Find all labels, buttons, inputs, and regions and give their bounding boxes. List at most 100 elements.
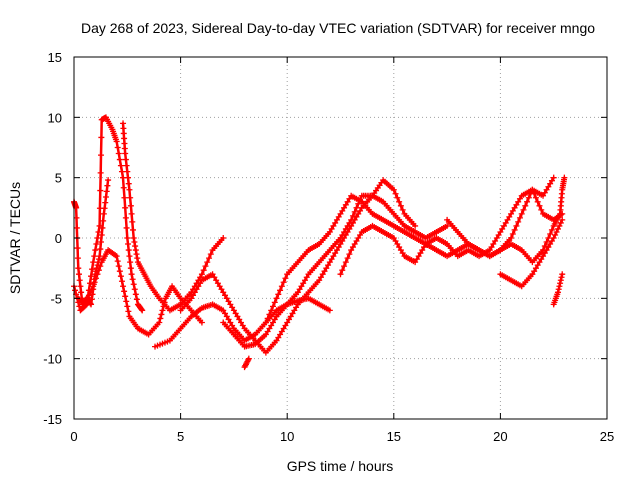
data-point-marker	[122, 150, 129, 157]
data-point-marker	[85, 292, 92, 299]
data-point-marker	[236, 316, 243, 323]
y-tick-label: -10	[43, 352, 62, 367]
data-point-marker	[508, 235, 515, 241]
data-point-marker	[273, 337, 280, 344]
data-point-marker	[325, 262, 332, 269]
data-point-marker	[114, 258, 121, 265]
x-tick-label: 5	[177, 429, 184, 444]
data-point-marker	[277, 331, 284, 338]
data-point-marker	[357, 207, 364, 214]
data-point-marker	[127, 259, 134, 266]
data-point-marker	[75, 271, 82, 278]
data-point-marker	[104, 182, 111, 189]
y-tick-label: -15	[43, 412, 62, 427]
data-point-marker	[128, 271, 135, 278]
data-point-marker	[328, 225, 335, 232]
data-point-marker	[287, 313, 294, 320]
data-point-marker	[120, 130, 127, 137]
series-satellite-pass-4	[120, 120, 227, 314]
data-point-marker	[497, 228, 504, 235]
data-point-marker	[131, 239, 138, 246]
data-point-marker	[222, 310, 229, 317]
data-point-marker	[124, 303, 131, 310]
data-point-marker	[122, 214, 129, 221]
data-point-marker	[97, 246, 104, 253]
data-point-marker	[94, 235, 101, 241]
data-point-marker	[133, 251, 140, 258]
data-point-marker	[392, 238, 399, 245]
data-point-marker	[202, 263, 209, 270]
x-tick-label: 15	[387, 429, 401, 444]
data-point-marker	[207, 251, 214, 258]
data-point-marker	[125, 308, 132, 315]
series-satellite-pass-8	[241, 355, 252, 371]
data-point-marker	[280, 325, 287, 332]
data-point-marker	[114, 144, 121, 151]
data-point-marker	[326, 307, 333, 314]
data-point-marker	[339, 238, 346, 245]
data-point-marker	[130, 235, 137, 241]
data-point-marker	[132, 247, 139, 254]
data-point-marker	[417, 250, 424, 257]
data-point-marker	[96, 253, 103, 260]
data-point-marker	[223, 295, 230, 302]
data-point-marker	[548, 238, 555, 245]
y-axis-label: SDTVAR / TECUs	[7, 182, 23, 294]
grid	[74, 57, 607, 419]
data-point-marker	[100, 210, 107, 217]
data-point-marker	[278, 283, 285, 290]
data-point-marker	[316, 277, 323, 284]
data-point-marker	[95, 256, 102, 263]
data-point-marker	[269, 303, 276, 310]
data-point-marker	[125, 180, 132, 187]
data-point-marker	[344, 255, 351, 262]
data-point-marker	[516, 195, 523, 202]
data-point-marker	[72, 287, 79, 294]
data-point-marker	[509, 230, 516, 237]
data-point-marker	[273, 295, 280, 302]
data-point-marker	[346, 219, 353, 226]
data-point-marker	[116, 268, 123, 275]
data-point-marker	[198, 319, 205, 326]
data-point-marker	[511, 226, 518, 233]
data-point-marker	[239, 322, 246, 329]
data-point-marker	[555, 286, 562, 293]
data-point-marker	[520, 206, 527, 213]
data-point-marker	[211, 274, 218, 281]
data-point-marker	[125, 247, 132, 254]
data-point-marker	[326, 228, 333, 235]
data-point-marker	[90, 259, 97, 266]
data-point-marker	[123, 298, 130, 305]
data-point-marker	[339, 231, 346, 238]
data-point-marker	[413, 256, 420, 263]
data-point-marker	[97, 187, 104, 194]
data-point-marker	[412, 259, 419, 266]
data-point-marker	[394, 194, 401, 201]
series-satellite-pass-11	[444, 174, 568, 266]
data-point-marker	[392, 190, 399, 197]
data-point-marker	[332, 219, 339, 226]
data-point-marker	[76, 303, 83, 310]
data-point-marker	[94, 271, 101, 278]
data-point-marker	[126, 186, 133, 193]
x-tick-label: 0	[70, 429, 77, 444]
data-point-marker	[486, 247, 493, 254]
data-point-marker	[225, 316, 232, 323]
data-point-marker	[346, 251, 353, 258]
data-point-marker	[301, 277, 308, 284]
data-point-marker	[531, 190, 538, 197]
data-point-marker	[390, 235, 397, 241]
data-point-marker	[96, 205, 103, 212]
data-point-marker	[412, 222, 419, 229]
data-point-marker	[222, 292, 229, 299]
data-point-marker	[421, 244, 428, 251]
data-point-marker	[190, 292, 197, 299]
data-point-marker	[266, 311, 273, 318]
data-point-marker	[499, 225, 506, 232]
data-point-marker	[344, 198, 351, 205]
data-point-marker	[122, 293, 129, 300]
series-satellite-pass-3	[75, 247, 205, 338]
data-point-marker	[197, 280, 204, 287]
data-point-marker	[188, 295, 195, 302]
data-point-marker	[195, 283, 202, 290]
